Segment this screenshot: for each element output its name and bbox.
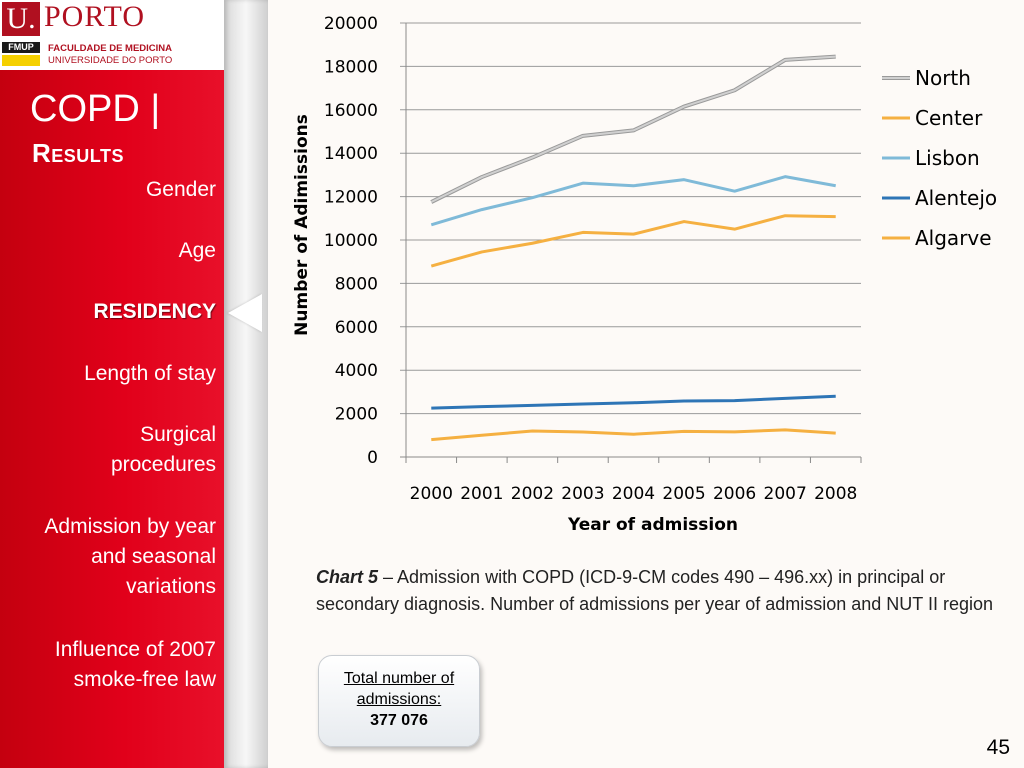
chart-gridlines: [400, 22, 861, 458]
x-tick-label: 2008: [814, 484, 857, 504]
nav-item-gender[interactable]: Gender: [145, 178, 216, 201]
legend-label-center: Center: [915, 106, 983, 130]
x-tick-label: 2000: [410, 484, 453, 504]
legend-label-north: North: [915, 66, 971, 90]
y-tick-label: 10000: [324, 231, 378, 251]
y-axis-title: Number of Adimissions: [292, 114, 312, 336]
chart-caption: Chart 5 – Admission with COPD (ICD-9-CM …: [316, 564, 1006, 618]
y-tick-label: 4000: [335, 361, 378, 381]
logo-faculty: FACULDADE DE MEDICINA: [48, 43, 173, 54]
y-tick-label: 0: [367, 448, 378, 468]
caption-lead: Chart 5: [316, 567, 379, 587]
active-section-arrow-icon: [228, 294, 262, 332]
university-logo: U. PORTO FMUP FACULDADE DE MEDICINA UNIV…: [0, 0, 224, 70]
sidebar-edge: [224, 0, 268, 768]
page-number: 45: [986, 736, 1010, 759]
x-tick-label: 2002: [511, 484, 554, 504]
chart-series-lines: [430, 54, 836, 442]
x-axis-title: Year of admission: [567, 515, 738, 535]
total-admissions-box: Total number of admissions: 377 076: [318, 655, 480, 747]
logo-university: UNIVERSIDADE DO PORTO: [48, 55, 173, 66]
nav-item-smoke-free-law[interactable]: Influence of 2007 smoke-free law: [54, 638, 216, 691]
sidebar: [0, 0, 224, 768]
chart-legend: North Center Lisbon Alentejo Algarve: [882, 66, 997, 250]
y-tick-label: 12000: [324, 188, 378, 208]
x-tick-label: 2001: [460, 484, 503, 504]
y-tick-label: 8000: [335, 274, 378, 294]
y-tick-label: 18000: [324, 57, 378, 77]
y-tick-label: 14000: [324, 144, 378, 164]
legend-label-lisbon: Lisbon: [915, 146, 980, 170]
line-chart: 0 2000 4000 6000 8000 10000 12000 14000 16000 180…: [292, 14, 997, 535]
series-line-alentejo: [431, 394, 836, 410]
x-tick-label: 2007: [764, 484, 807, 504]
legend-label-alentejo: Alentejo: [915, 186, 997, 210]
logo-letter: U.: [2, 2, 40, 36]
total-label: Total number of admissions:: [343, 670, 455, 708]
nav-item-age[interactable]: Age: [178, 239, 216, 262]
slide-title: COPD |: [30, 88, 161, 130]
series-line-north: [430, 55, 836, 203]
series-line-lisbon: [430, 175, 836, 227]
y-tick-label: 16000: [324, 101, 378, 121]
y-axis-ticks: 0 2000 4000 6000 8000 10000 12000 14000 16000 180…: [324, 14, 378, 468]
x-tick-label: 2004: [612, 484, 655, 504]
nav-item-surgical-procedures[interactable]: Surgical procedures: [110, 423, 216, 476]
nav-item-residency[interactable]: RESIDENCY: [93, 300, 216, 323]
x-axis-ticks: 2000 2001 2002 2003 2004 2005 2006 2007 2008: [405, 457, 862, 504]
series-line-algarve: [431, 428, 836, 442]
y-tick-label: 20000: [324, 14, 378, 34]
logo-name: PORTO: [44, 0, 146, 33]
nav-item-admission-by-year[interactable]: Admission by year and seasonal variation…: [44, 515, 216, 598]
caption-text: – Admission with COPD (ICD-9-CM codes 49…: [316, 567, 993, 614]
total-value: 377 076: [370, 712, 428, 729]
x-tick-label: 2003: [561, 484, 604, 504]
x-tick-label: 2006: [713, 484, 756, 504]
logo-badge: FMUP: [2, 42, 40, 53]
legend-label-algarve: Algarve: [915, 226, 992, 250]
logo-yellow-bar: [2, 55, 40, 66]
slide-subtitle: Results: [32, 138, 124, 168]
y-tick-label: 2000: [335, 405, 378, 425]
nav-item-length-of-stay[interactable]: Length of stay: [84, 362, 216, 385]
y-tick-label: 6000: [335, 318, 378, 338]
series-line-center: [430, 214, 836, 268]
x-tick-label: 2005: [662, 484, 705, 504]
